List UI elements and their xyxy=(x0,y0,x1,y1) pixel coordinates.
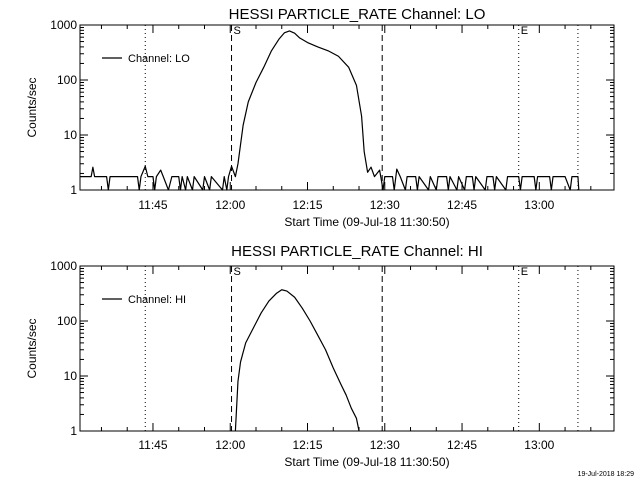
legend-label: Channel: HI xyxy=(128,294,186,306)
x-tick-label: 12:45 xyxy=(447,438,477,452)
series-line-lo xyxy=(80,30,580,191)
y-tick-label: 10 xyxy=(64,369,78,383)
y-tick-label: 100 xyxy=(57,314,77,328)
y-axis-label: Counts/sec xyxy=(25,318,39,378)
y-tick-label: 100 xyxy=(57,73,77,87)
x-tick-label: 12:30 xyxy=(370,198,400,212)
legend-label: Channel: LO xyxy=(128,53,190,65)
time-marker-label: S xyxy=(234,25,241,37)
x-tick-label: 11:45 xyxy=(138,198,167,212)
chart-title: HESSI PARTICLE_RATE Channel: HI xyxy=(231,243,483,260)
x-axis-label: Start Time (09-Jul-18 11:30:50) xyxy=(284,455,449,469)
time-marker-label: E xyxy=(521,266,528,278)
x-axis-label: Start Time (09-Jul-18 11:30:50) xyxy=(284,215,449,229)
x-tick-label: 12:15 xyxy=(292,438,322,452)
y-axis-label: Counts/sec xyxy=(25,77,39,137)
x-tick-label: 12:30 xyxy=(370,438,400,452)
y-tick-label: 10 xyxy=(64,128,78,142)
x-tick-label: 13:00 xyxy=(524,438,554,452)
y-tick-label: 1000 xyxy=(50,259,77,273)
y-tick-label: 1 xyxy=(70,424,77,438)
y-tick-label: 1000 xyxy=(50,18,77,32)
x-tick-label: 12:00 xyxy=(215,438,245,452)
y-tick-label: 1 xyxy=(70,183,77,197)
x-tick-label: 13:00 xyxy=(524,198,554,212)
time-marker-label: S xyxy=(234,266,241,278)
x-tick-label: 12:00 xyxy=(215,198,245,212)
footer-timestamp: 19-Jul-2018 18:29 xyxy=(578,471,635,478)
chart-panel-hi: HESSI PARTICLE_RATE Channel: HI 1 10 100 100… xyxy=(25,243,615,469)
chart-title: HESSI PARTICLE_RATE Channel: LO xyxy=(229,6,486,23)
time-marker-label: E xyxy=(521,25,528,37)
x-tick-label: 11:45 xyxy=(138,438,167,452)
series-line-hi xyxy=(234,289,360,432)
plot-frame xyxy=(79,24,615,191)
plot-frame xyxy=(79,265,615,432)
chart-panel-lo: HESSI PARTICLE_RATE Channel: LO 1 10 100 100… xyxy=(25,6,615,229)
x-tick-label: 12:45 xyxy=(447,198,477,212)
x-tick-label: 12:15 xyxy=(292,198,322,212)
